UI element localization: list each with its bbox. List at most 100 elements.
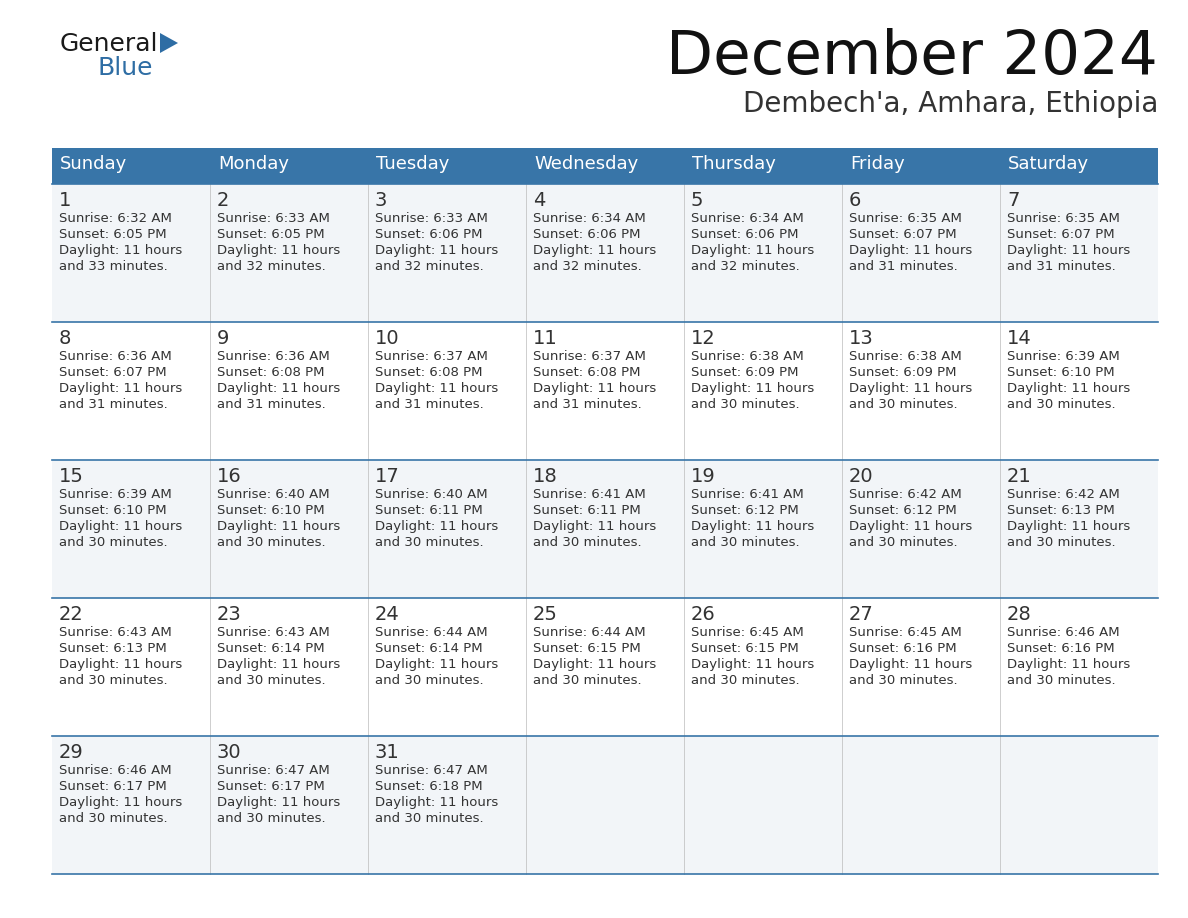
Text: and 31 minutes.: and 31 minutes. <box>375 398 484 411</box>
Text: 19: 19 <box>691 467 715 486</box>
Text: Daylight: 11 hours: Daylight: 11 hours <box>691 520 814 533</box>
Text: Daylight: 11 hours: Daylight: 11 hours <box>849 520 972 533</box>
Text: Sunset: 6:07 PM: Sunset: 6:07 PM <box>59 366 166 379</box>
Text: Sunset: 6:05 PM: Sunset: 6:05 PM <box>217 228 324 241</box>
Bar <box>52 184 1158 322</box>
Text: December 2024: December 2024 <box>666 28 1158 87</box>
Polygon shape <box>160 33 178 53</box>
Text: and 30 minutes.: and 30 minutes. <box>375 812 484 825</box>
Text: Daylight: 11 hours: Daylight: 11 hours <box>59 244 182 257</box>
Text: Sunrise: 6:44 AM: Sunrise: 6:44 AM <box>375 626 487 639</box>
Text: Sunrise: 6:47 AM: Sunrise: 6:47 AM <box>375 764 488 777</box>
Bar <box>52 736 1158 874</box>
Text: Sunrise: 6:38 AM: Sunrise: 6:38 AM <box>691 350 804 363</box>
Text: 10: 10 <box>375 329 399 348</box>
Text: Daylight: 11 hours: Daylight: 11 hours <box>59 658 182 671</box>
Text: and 30 minutes.: and 30 minutes. <box>59 536 168 549</box>
Text: Sunrise: 6:42 AM: Sunrise: 6:42 AM <box>849 488 962 501</box>
Text: Sunset: 6:06 PM: Sunset: 6:06 PM <box>691 228 798 241</box>
Text: 18: 18 <box>533 467 557 486</box>
Text: Daylight: 11 hours: Daylight: 11 hours <box>375 796 498 809</box>
Text: Sunset: 6:11 PM: Sunset: 6:11 PM <box>533 504 640 517</box>
Text: Daylight: 11 hours: Daylight: 11 hours <box>849 658 972 671</box>
Text: Daylight: 11 hours: Daylight: 11 hours <box>375 658 498 671</box>
Text: Sunset: 6:10 PM: Sunset: 6:10 PM <box>217 504 324 517</box>
Text: 30: 30 <box>217 743 241 762</box>
Text: Sunrise: 6:35 AM: Sunrise: 6:35 AM <box>849 212 962 225</box>
Text: and 30 minutes.: and 30 minutes. <box>849 398 958 411</box>
Text: 3: 3 <box>375 191 387 210</box>
Text: Sunset: 6:10 PM: Sunset: 6:10 PM <box>59 504 166 517</box>
Bar <box>210 148 368 184</box>
Text: Sunrise: 6:35 AM: Sunrise: 6:35 AM <box>1007 212 1120 225</box>
Text: 7: 7 <box>1007 191 1019 210</box>
Text: Daylight: 11 hours: Daylight: 11 hours <box>59 382 182 395</box>
Text: Sunset: 6:08 PM: Sunset: 6:08 PM <box>375 366 482 379</box>
Text: Sunrise: 6:46 AM: Sunrise: 6:46 AM <box>1007 626 1119 639</box>
Text: Sunrise: 6:47 AM: Sunrise: 6:47 AM <box>217 764 330 777</box>
Text: 11: 11 <box>533 329 557 348</box>
Text: and 30 minutes.: and 30 minutes. <box>533 674 642 687</box>
Text: Daylight: 11 hours: Daylight: 11 hours <box>849 244 972 257</box>
Text: Daylight: 11 hours: Daylight: 11 hours <box>1007 244 1130 257</box>
Bar <box>368 148 526 184</box>
Text: Sunset: 6:15 PM: Sunset: 6:15 PM <box>691 642 798 655</box>
Text: Friday: Friday <box>849 155 905 173</box>
Text: Wednesday: Wednesday <box>533 155 638 173</box>
Text: and 30 minutes.: and 30 minutes. <box>1007 674 1116 687</box>
Text: Sunset: 6:07 PM: Sunset: 6:07 PM <box>1007 228 1114 241</box>
Text: Sunset: 6:13 PM: Sunset: 6:13 PM <box>1007 504 1114 517</box>
Text: Sunset: 6:15 PM: Sunset: 6:15 PM <box>533 642 640 655</box>
Text: Sunset: 6:12 PM: Sunset: 6:12 PM <box>691 504 798 517</box>
Text: 8: 8 <box>59 329 71 348</box>
Text: Sunrise: 6:46 AM: Sunrise: 6:46 AM <box>59 764 171 777</box>
Text: Sunrise: 6:45 AM: Sunrise: 6:45 AM <box>849 626 962 639</box>
Text: 25: 25 <box>533 605 558 624</box>
Text: Daylight: 11 hours: Daylight: 11 hours <box>375 382 498 395</box>
Text: and 32 minutes.: and 32 minutes. <box>217 260 326 273</box>
Text: Daylight: 11 hours: Daylight: 11 hours <box>533 382 656 395</box>
Text: Daylight: 11 hours: Daylight: 11 hours <box>691 658 814 671</box>
Text: Sunrise: 6:42 AM: Sunrise: 6:42 AM <box>1007 488 1120 501</box>
Text: Sunset: 6:16 PM: Sunset: 6:16 PM <box>849 642 956 655</box>
Text: Sunset: 6:17 PM: Sunset: 6:17 PM <box>217 780 324 793</box>
Text: 29: 29 <box>59 743 83 762</box>
Text: Dembech'a, Amhara, Ethiopia: Dembech'a, Amhara, Ethiopia <box>742 90 1158 118</box>
Text: and 30 minutes.: and 30 minutes. <box>691 398 800 411</box>
Text: 28: 28 <box>1007 605 1031 624</box>
Text: Daylight: 11 hours: Daylight: 11 hours <box>691 382 814 395</box>
Text: and 30 minutes.: and 30 minutes. <box>217 812 326 825</box>
Text: Sunday: Sunday <box>61 155 127 173</box>
Text: Sunrise: 6:44 AM: Sunrise: 6:44 AM <box>533 626 645 639</box>
Text: and 30 minutes.: and 30 minutes. <box>217 674 326 687</box>
Text: 13: 13 <box>849 329 873 348</box>
Bar <box>52 148 210 184</box>
Text: 5: 5 <box>691 191 703 210</box>
Text: and 30 minutes.: and 30 minutes. <box>375 536 484 549</box>
Text: Sunrise: 6:37 AM: Sunrise: 6:37 AM <box>533 350 646 363</box>
Text: and 31 minutes.: and 31 minutes. <box>1007 260 1116 273</box>
Text: General: General <box>61 32 158 56</box>
Text: Sunrise: 6:34 AM: Sunrise: 6:34 AM <box>691 212 804 225</box>
Text: Sunrise: 6:39 AM: Sunrise: 6:39 AM <box>59 488 172 501</box>
Text: Sunrise: 6:36 AM: Sunrise: 6:36 AM <box>59 350 172 363</box>
Text: Daylight: 11 hours: Daylight: 11 hours <box>375 520 498 533</box>
Text: 16: 16 <box>217 467 241 486</box>
Text: Sunrise: 6:45 AM: Sunrise: 6:45 AM <box>691 626 804 639</box>
Text: Sunrise: 6:43 AM: Sunrise: 6:43 AM <box>59 626 172 639</box>
Bar <box>1000 148 1158 184</box>
Text: Monday: Monday <box>219 155 289 173</box>
Text: and 30 minutes.: and 30 minutes. <box>1007 398 1116 411</box>
Text: Thursday: Thursday <box>691 155 776 173</box>
Text: Sunrise: 6:41 AM: Sunrise: 6:41 AM <box>691 488 804 501</box>
Text: 17: 17 <box>375 467 399 486</box>
Text: and 32 minutes.: and 32 minutes. <box>375 260 484 273</box>
Text: Daylight: 11 hours: Daylight: 11 hours <box>375 244 498 257</box>
Text: 21: 21 <box>1007 467 1031 486</box>
Text: Daylight: 11 hours: Daylight: 11 hours <box>533 244 656 257</box>
Text: Sunset: 6:16 PM: Sunset: 6:16 PM <box>1007 642 1114 655</box>
Text: Daylight: 11 hours: Daylight: 11 hours <box>533 520 656 533</box>
Text: Sunrise: 6:33 AM: Sunrise: 6:33 AM <box>375 212 488 225</box>
Text: and 30 minutes.: and 30 minutes. <box>375 674 484 687</box>
Text: and 30 minutes.: and 30 minutes. <box>849 536 958 549</box>
